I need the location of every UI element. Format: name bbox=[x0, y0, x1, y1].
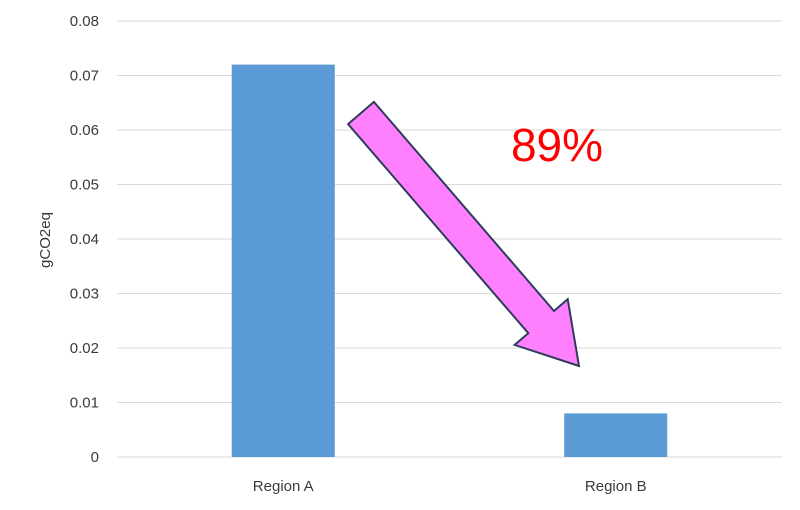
y-tick-label: 0.04 bbox=[70, 231, 99, 248]
y-tick-label: 0.01 bbox=[70, 395, 99, 412]
y-tick-label: 0.07 bbox=[70, 68, 99, 85]
down-right-arrow-icon bbox=[346, 100, 581, 368]
x-axis-tick-labels: Region A Region B bbox=[253, 478, 647, 495]
x-tick-label: Region A bbox=[253, 478, 314, 495]
y-axis-title: gCO2eq bbox=[37, 212, 54, 268]
bar-region-b bbox=[564, 413, 668, 457]
y-axis-tick-labels: 0 0.01 0.02 0.03 0.04 0.05 0.06 0.07 0.08 bbox=[70, 13, 99, 466]
bar-region-a bbox=[231, 64, 335, 457]
y-tick-label: 0.03 bbox=[70, 286, 99, 303]
y-tick-label: 0.06 bbox=[70, 122, 99, 139]
y-tick-label: 0.08 bbox=[70, 13, 99, 30]
percent-reduction-label: 89% bbox=[511, 119, 603, 171]
y-tick-label: 0.02 bbox=[70, 340, 99, 357]
x-tick-label: Region B bbox=[585, 478, 647, 495]
y-tick-label: 0.05 bbox=[70, 177, 99, 194]
bars bbox=[231, 64, 668, 457]
annotation: 89% bbox=[346, 100, 603, 368]
y-tick-label: 0 bbox=[91, 449, 99, 466]
